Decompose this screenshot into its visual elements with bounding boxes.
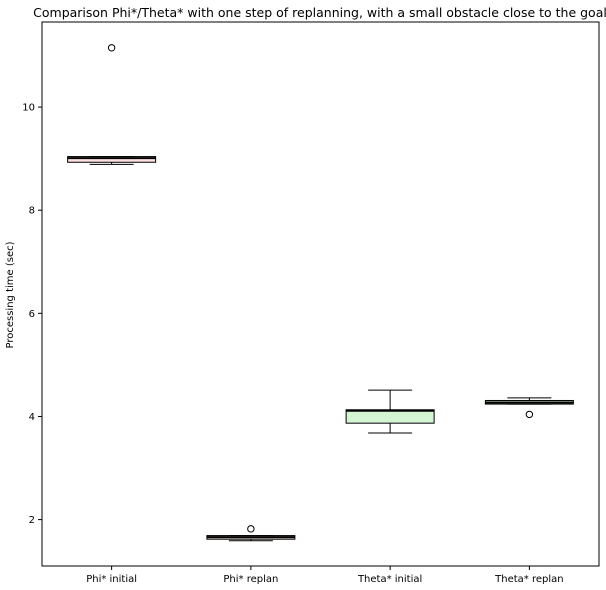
outlier-point [525,410,534,419]
y-axis-ticks: 2 4 6 8 10 [22,103,42,526]
plot-area [41,21,600,567]
box-2 [345,389,435,434]
box-0 [67,44,157,165]
x-tick-label: Theta* replan [494,574,563,585]
x-tick-label: Theta* initial [357,574,422,585]
x-tick-label: Phi* replan [223,574,278,585]
y-axis-label: Processing time (sec) [5,241,16,348]
x-axis-ticks: Phi* initial Phi* replan Theta* initial The… [86,566,564,585]
box-1 [206,525,296,542]
outlier-point [107,44,116,52]
y-tick-label: 8 [29,206,35,217]
box-iqr [67,156,157,163]
x-tick-label: Phi* initial [86,574,137,585]
box-iqr [345,409,435,424]
y-tick-label: 10 [22,103,35,114]
y-tick-label: 6 [29,309,35,320]
outlier-point [247,525,255,533]
y-tick-label: 2 [29,515,35,526]
y-tick-label: 4 [29,412,35,423]
boxes-group [67,44,574,542]
chart-title: Comparison Phi*/Theta* with one step of … [33,5,606,20]
box-3 [484,397,574,419]
